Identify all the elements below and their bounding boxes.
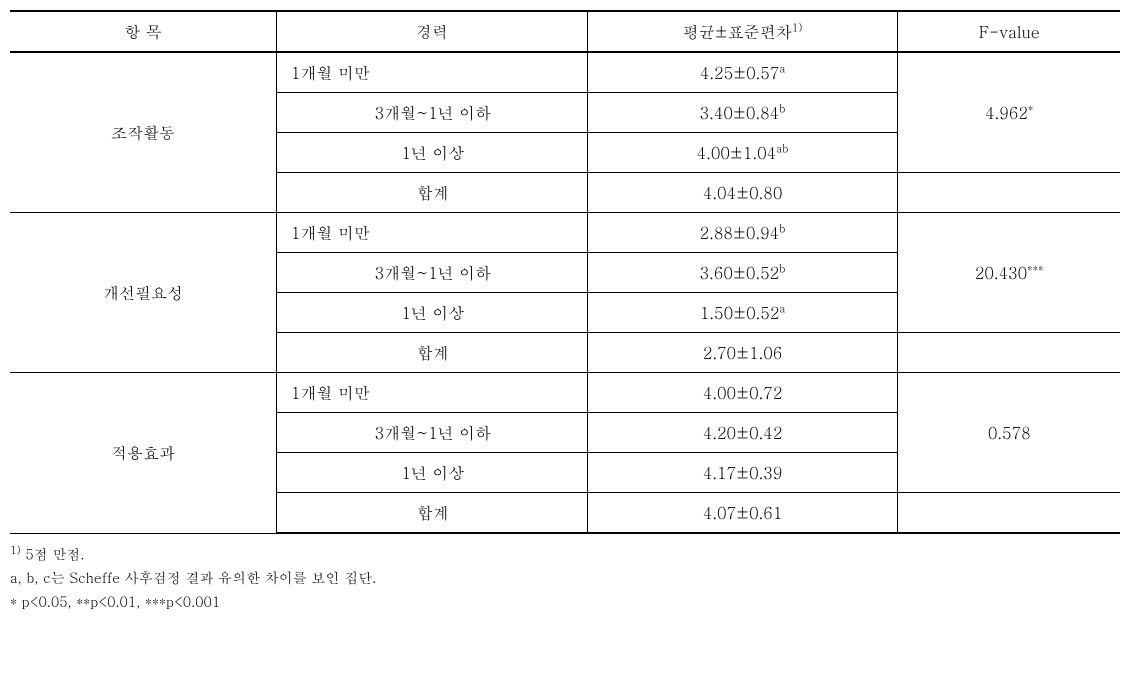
- table-body: 조작활동1개월 미만4.25±0.57a4.962*3개월~1년 이하3.40±…: [10, 52, 1120, 533]
- career-cell: 3개월~1년 이하: [276, 93, 587, 133]
- statistics-table: 항 목 경력 평균±표준편차1) F-value 조작활동1개월 미만4.25±…: [10, 10, 1120, 534]
- career-cell: 1년 이상: [276, 293, 587, 333]
- fvalue-empty-cell: [898, 333, 1120, 373]
- item-cell: 적용효과: [10, 373, 276, 534]
- fvalue-cell: 4.962*: [898, 52, 1120, 173]
- fvalue-empty-cell: [898, 493, 1120, 534]
- career-cell: 합계: [276, 493, 587, 534]
- mean-cell: 2.88±0.94b: [587, 213, 898, 253]
- mean-cell: 4.20±0.42: [587, 413, 898, 453]
- mean-cell: 4.17±0.39: [587, 453, 898, 493]
- footnote-line1: 1) 5점 만점.: [10, 542, 1120, 566]
- footnote-line3: * p<0.05, **p<0.01, ***p<0.001: [10, 590, 1120, 614]
- career-cell: 합계: [276, 173, 587, 213]
- fvalue-cell: 0.578: [898, 373, 1120, 493]
- mean-cell: 4.04±0.80: [587, 173, 898, 213]
- header-career: 경력: [276, 11, 587, 52]
- table-row: 개선필요성1개월 미만2.88±0.94b20.430***: [10, 213, 1120, 253]
- mean-cell: 4.00±1.04ab: [587, 133, 898, 173]
- career-cell: 1개월 미만: [276, 52, 587, 93]
- mean-cell: 3.40±0.84b: [587, 93, 898, 133]
- mean-cell: 2.70±1.06: [587, 333, 898, 373]
- table-row: 적용효과1개월 미만4.00±0.720.578: [10, 373, 1120, 413]
- header-mean: 평균±표준편차1): [587, 11, 898, 52]
- career-cell: 1년 이상: [276, 133, 587, 173]
- career-cell: 1년 이상: [276, 453, 587, 493]
- table-header-row: 항 목 경력 평균±표준편차1) F-value: [10, 11, 1120, 52]
- career-cell: 3개월~1년 이하: [276, 253, 587, 293]
- mean-cell: 4.25±0.57a: [587, 52, 898, 93]
- item-cell: 개선필요성: [10, 213, 276, 373]
- footnote-line2: a, b, c는 Scheffe 사후검정 결과 유의한 차이를 보인 집단.: [10, 566, 1120, 590]
- table-row: 조작활동1개월 미만4.25±0.57a4.962*: [10, 52, 1120, 93]
- item-cell: 조작활동: [10, 52, 276, 213]
- footnotes: 1) 5점 만점. a, b, c는 Scheffe 사후검정 결과 유의한 차…: [10, 542, 1120, 614]
- career-cell: 합계: [276, 333, 587, 373]
- fvalue-empty-cell: [898, 173, 1120, 213]
- career-cell: 1개월 미만: [276, 373, 587, 413]
- header-fvalue: F-value: [898, 11, 1120, 52]
- fvalue-cell: 20.430***: [898, 213, 1120, 333]
- mean-cell: 4.07±0.61: [587, 493, 898, 534]
- mean-cell: 3.60±0.52b: [587, 253, 898, 293]
- career-cell: 3개월~1년 이하: [276, 413, 587, 453]
- header-item: 항 목: [10, 11, 276, 52]
- career-cell: 1개월 미만: [276, 213, 587, 253]
- mean-cell: 4.00±0.72: [587, 373, 898, 413]
- mean-cell: 1.50±0.52a: [587, 293, 898, 333]
